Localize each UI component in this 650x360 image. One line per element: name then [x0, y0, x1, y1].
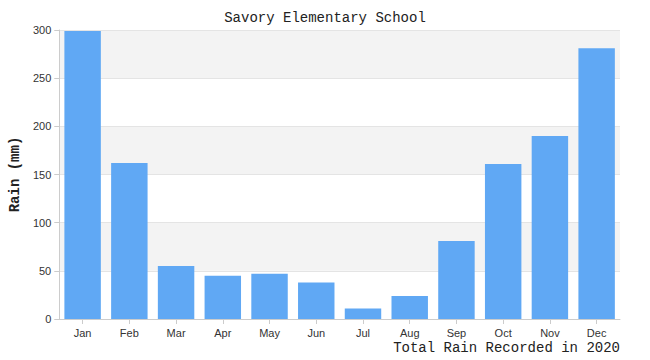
- svg-text:Oct: Oct: [495, 327, 512, 339]
- svg-text:200: 200: [33, 120, 51, 132]
- svg-text:Savory Elementary School: Savory Elementary School: [224, 10, 426, 26]
- svg-text:Nov: Nov: [540, 327, 560, 339]
- svg-text:May: May: [259, 327, 280, 339]
- svg-text:Aug: Aug: [400, 327, 420, 339]
- svg-text:Rain (mm): Rain (mm): [7, 137, 23, 213]
- svg-text:0: 0: [45, 313, 51, 325]
- svg-text:Dec: Dec: [587, 327, 607, 339]
- svg-text:Apr: Apr: [214, 327, 231, 339]
- svg-text:100: 100: [33, 217, 51, 229]
- svg-text:50: 50: [39, 265, 51, 277]
- svg-text:Mar: Mar: [167, 327, 186, 339]
- svg-text:300: 300: [33, 24, 51, 36]
- svg-text:Jan: Jan: [74, 327, 92, 339]
- svg-text:250: 250: [33, 72, 51, 84]
- svg-text:Total Rain Recorded in 2020: Total Rain Recorded in 2020: [393, 340, 620, 356]
- svg-text:Sep: Sep: [447, 327, 467, 339]
- svg-text:150: 150: [33, 169, 51, 181]
- svg-text:Jul: Jul: [356, 327, 370, 339]
- svg-text:Feb: Feb: [120, 327, 139, 339]
- svg-text:Jun: Jun: [307, 327, 325, 339]
